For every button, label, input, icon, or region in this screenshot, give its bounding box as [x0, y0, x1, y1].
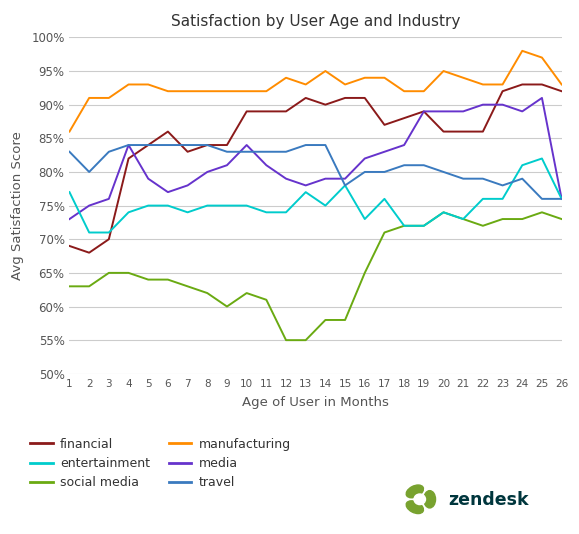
Ellipse shape — [406, 485, 423, 498]
Y-axis label: Avg Satisfaction Score: Avg Satisfaction Score — [12, 131, 24, 280]
Text: zendesk: zendesk — [449, 491, 529, 509]
X-axis label: Age of User in Months: Age of User in Months — [242, 396, 389, 409]
Circle shape — [414, 494, 426, 505]
Legend: financial, entertainment, social media, manufacturing, media, travel: financial, entertainment, social media, … — [30, 438, 291, 489]
Title: Satisfaction by User Age and Industry: Satisfaction by User Age and Industry — [171, 14, 460, 29]
Ellipse shape — [424, 491, 435, 508]
Ellipse shape — [406, 501, 423, 514]
